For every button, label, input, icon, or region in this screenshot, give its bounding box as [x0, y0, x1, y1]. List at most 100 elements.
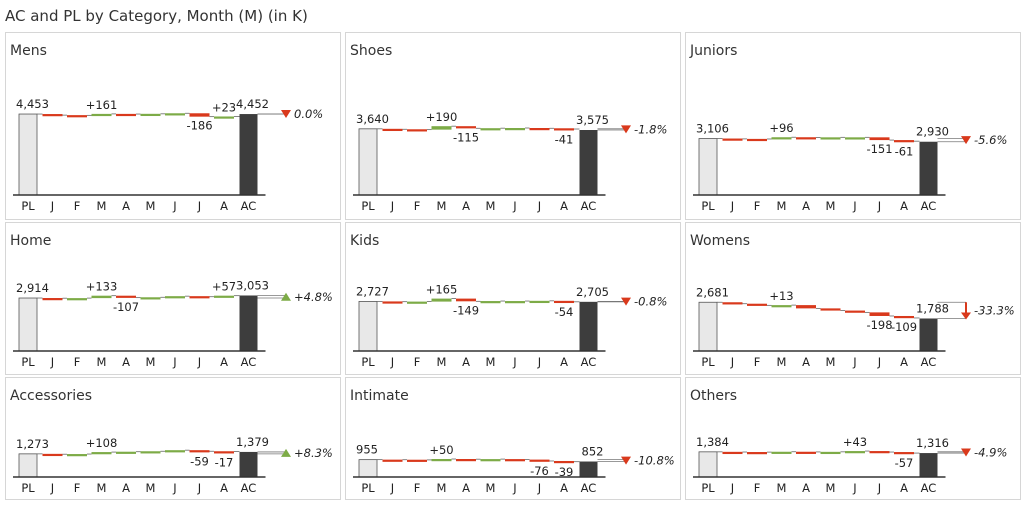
- delta-bar-j: [722, 302, 743, 305]
- x-tick-label: J: [877, 481, 881, 495]
- delta-bar-a: [796, 305, 816, 309]
- delta-bar-a: [554, 128, 574, 131]
- chart-panel-womens: Womens 2,681 +13 -198-109 1,788 -33.3% PL J F M A M…: [685, 222, 1021, 375]
- x-tick-label: J: [877, 199, 881, 213]
- delta-bar-f: [67, 298, 87, 301]
- variance-label: 0.0%: [294, 107, 323, 121]
- delta-value-label: -54: [555, 305, 574, 319]
- delta-bar-j: [722, 451, 743, 455]
- x-tick-label: A: [802, 481, 810, 495]
- delta-bar-j: [42, 453, 63, 457]
- delta-bar-a: [456, 459, 476, 462]
- x-tick-label: A: [802, 199, 810, 213]
- variance-down-icon: [621, 456, 631, 465]
- pl-value-label: 1,273: [16, 437, 49, 451]
- x-tick-label: J: [390, 199, 394, 213]
- panel-title: Kids: [350, 233, 379, 249]
- delta-bar-f: [747, 303, 767, 306]
- delta-value-label: -59: [190, 454, 209, 468]
- variance-label: +8.3%: [294, 446, 333, 460]
- ac-bar: [239, 295, 258, 351]
- delta-value-label: -107: [113, 300, 139, 314]
- delta-bar-f: [67, 115, 87, 118]
- x-tick-label: M: [146, 355, 156, 369]
- chart-panel-juniors: Juniors 3,106 +96 -151 -612,930 -5.6% PL J F M A M J…: [685, 32, 1021, 220]
- delta-bar-m: [480, 128, 501, 131]
- ac-bar: [579, 461, 598, 477]
- delta-bar-j: [42, 114, 63, 117]
- delta-value-label: -39: [555, 465, 574, 479]
- variance-label: -10.8%: [634, 454, 675, 468]
- delta-bar-m: [91, 295, 112, 299]
- delta-bar-j: [189, 296, 210, 299]
- x-tick-label: F: [754, 355, 761, 369]
- ac-value-label: 1,788: [916, 301, 949, 315]
- delta-value-label: -115: [453, 130, 479, 144]
- pl-bar: [358, 128, 378, 196]
- delta-value-label: +50: [429, 443, 453, 457]
- delta-value-label: -149: [453, 303, 479, 317]
- delta-bar-j: [165, 113, 185, 116]
- panel-title: Shoes: [350, 43, 392, 59]
- chart-panel-home: Home 2,914 +133 -107 +57 3,053 +4.8% PL J F M A M J J A…: [5, 222, 341, 375]
- delta-bar-a: [796, 137, 816, 140]
- delta-bar-m: [431, 298, 452, 302]
- x-tick-label: A: [220, 481, 228, 495]
- delta-bar-f: [407, 129, 427, 132]
- pl-bar: [358, 301, 378, 352]
- x-tick-label: J: [877, 355, 881, 369]
- panel-title: Intimate: [350, 388, 409, 404]
- delta-bar-f: [747, 452, 767, 455]
- x-tick-label: A: [900, 199, 908, 213]
- delta-bar-f: [747, 138, 767, 142]
- x-tick-label: A: [900, 355, 908, 369]
- delta-bar-j: [382, 128, 403, 132]
- x-tick-label: M: [826, 355, 836, 369]
- pl-value-label: 4,453: [16, 97, 49, 111]
- ac-value-label: 2,705: [576, 285, 609, 299]
- delta-bar-j: [382, 459, 403, 462]
- x-tick-label: AC: [241, 481, 257, 495]
- x-tick-label: A: [220, 355, 228, 369]
- ac-bar: [239, 451, 258, 477]
- x-tick-label: M: [437, 199, 447, 213]
- delta-bar-j: [869, 137, 890, 141]
- delta-value-label: -41: [555, 132, 574, 146]
- delta-bar-m: [140, 297, 161, 300]
- x-tick-label: J: [852, 481, 856, 495]
- variance-down-icon: [621, 125, 631, 134]
- chart-panel-kids: Kids 2,727 +165 -149 -542,705 -0.8% PL J F M A M J J A…: [345, 222, 681, 375]
- x-tick-label: PL: [701, 481, 715, 495]
- x-tick-label: F: [74, 355, 81, 369]
- panel-border: [345, 377, 681, 500]
- delta-bar-m: [140, 451, 161, 454]
- panel-border: [5, 377, 341, 500]
- x-tick-label: AC: [241, 199, 257, 213]
- page-title: AC and PL by Category, Month (M) (in K): [5, 7, 308, 25]
- delta-bar-j: [165, 296, 185, 299]
- delta-value-label: +165: [426, 283, 458, 297]
- ac-value-label: 1,316: [916, 436, 949, 450]
- delta-value-label: -57: [895, 456, 914, 470]
- delta-value-label: +96: [769, 121, 793, 135]
- delta-bar-m: [140, 113, 161, 117]
- delta-bar-j: [722, 138, 743, 141]
- delta-bar-m: [431, 459, 452, 462]
- x-tick-label: F: [414, 355, 421, 369]
- delta-value-label: -151: [866, 142, 892, 156]
- x-tick-label: J: [852, 199, 856, 213]
- delta-bar-a: [894, 452, 914, 455]
- x-tick-label: F: [74, 199, 81, 213]
- delta-value-label: -17: [215, 455, 234, 469]
- x-tick-label: M: [826, 481, 836, 495]
- variance-label: -33.3%: [974, 303, 1015, 317]
- x-tick-label: A: [560, 481, 568, 495]
- x-tick-label: A: [462, 355, 470, 369]
- x-tick-label: PL: [361, 481, 375, 495]
- pl-value-label: 2,681: [696, 285, 729, 299]
- x-tick-label: J: [172, 481, 176, 495]
- panel-title: Juniors: [689, 43, 737, 59]
- delta-bar-j: [42, 298, 63, 301]
